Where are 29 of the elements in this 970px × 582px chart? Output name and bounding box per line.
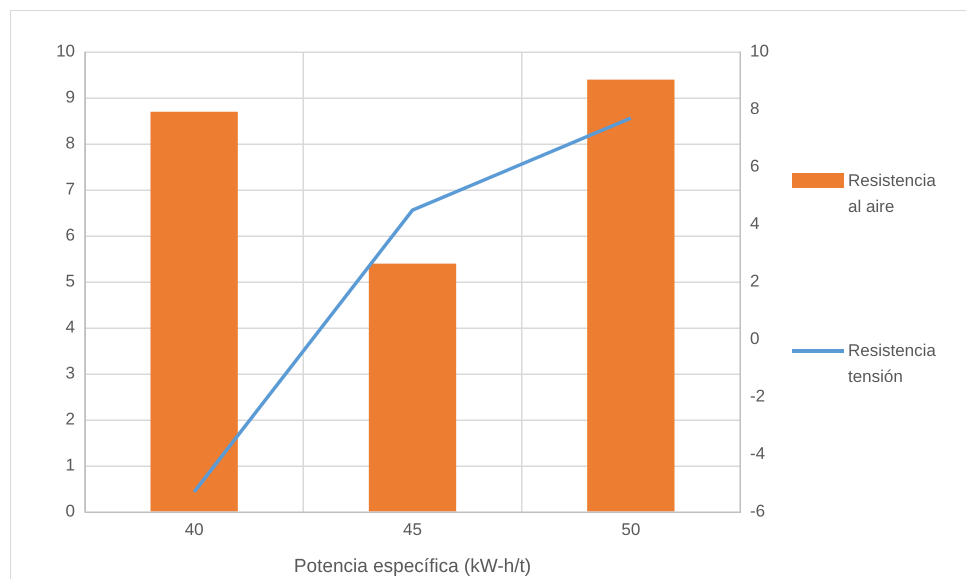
y2-tick-label: -4 bbox=[750, 444, 766, 464]
y2-tick-label: 6 bbox=[750, 156, 760, 176]
y-tick-label: 10 bbox=[56, 42, 75, 61]
y-tick-label: 6 bbox=[66, 226, 75, 245]
y-tick-label: 5 bbox=[66, 272, 75, 291]
x-tick-label: 40 bbox=[184, 520, 204, 539]
y2-tick-label: -2 bbox=[750, 386, 766, 406]
y-tick-label: 7 bbox=[66, 180, 75, 199]
y-tick-label: 9 bbox=[66, 88, 75, 107]
y-tick-label: 2 bbox=[66, 410, 75, 429]
bar bbox=[587, 80, 674, 512]
bar bbox=[368, 264, 456, 512]
y2-tick-label: 10 bbox=[750, 42, 769, 61]
bar bbox=[150, 112, 238, 512]
y2-tick-label: 4 bbox=[750, 214, 760, 234]
y2-tick-label: -6 bbox=[750, 502, 766, 521]
y-tick-label: 8 bbox=[66, 134, 75, 153]
x-tick-label: 50 bbox=[621, 520, 640, 539]
y-tick-label: 1 bbox=[66, 456, 75, 475]
y2-tick-label: 8 bbox=[750, 99, 760, 118]
y-tick-label: 4 bbox=[66, 318, 75, 337]
y-tick-label: 0 bbox=[66, 502, 75, 521]
x-axis-title: Potencia específica (kW-h/t) bbox=[294, 556, 532, 577]
y-tick-label: 3 bbox=[66, 364, 75, 383]
y2-tick-label: 0 bbox=[750, 329, 760, 348]
legend-label: Resistencia al aire bbox=[848, 170, 937, 218]
legend-label: Resistencia tensión bbox=[848, 340, 937, 388]
x-tick-label: 45 bbox=[403, 520, 422, 539]
y2-tick-label: 2 bbox=[750, 272, 760, 291]
